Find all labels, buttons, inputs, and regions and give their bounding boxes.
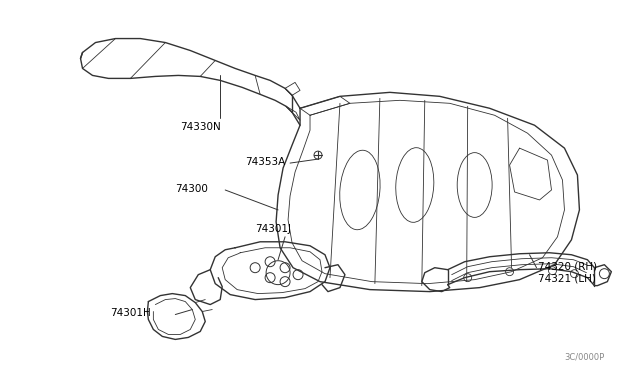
Text: 3C/0000P: 3C/0000P <box>564 352 604 361</box>
Text: 74321 (LH): 74321 (LH) <box>538 274 595 283</box>
Text: 74301J: 74301J <box>255 224 291 234</box>
Text: 74300: 74300 <box>175 184 208 194</box>
Text: 74353A: 74353A <box>245 157 285 167</box>
Text: 74301H: 74301H <box>111 308 151 318</box>
Text: 74320 (RH): 74320 (RH) <box>538 262 596 272</box>
Text: 74330N: 74330N <box>180 122 221 132</box>
